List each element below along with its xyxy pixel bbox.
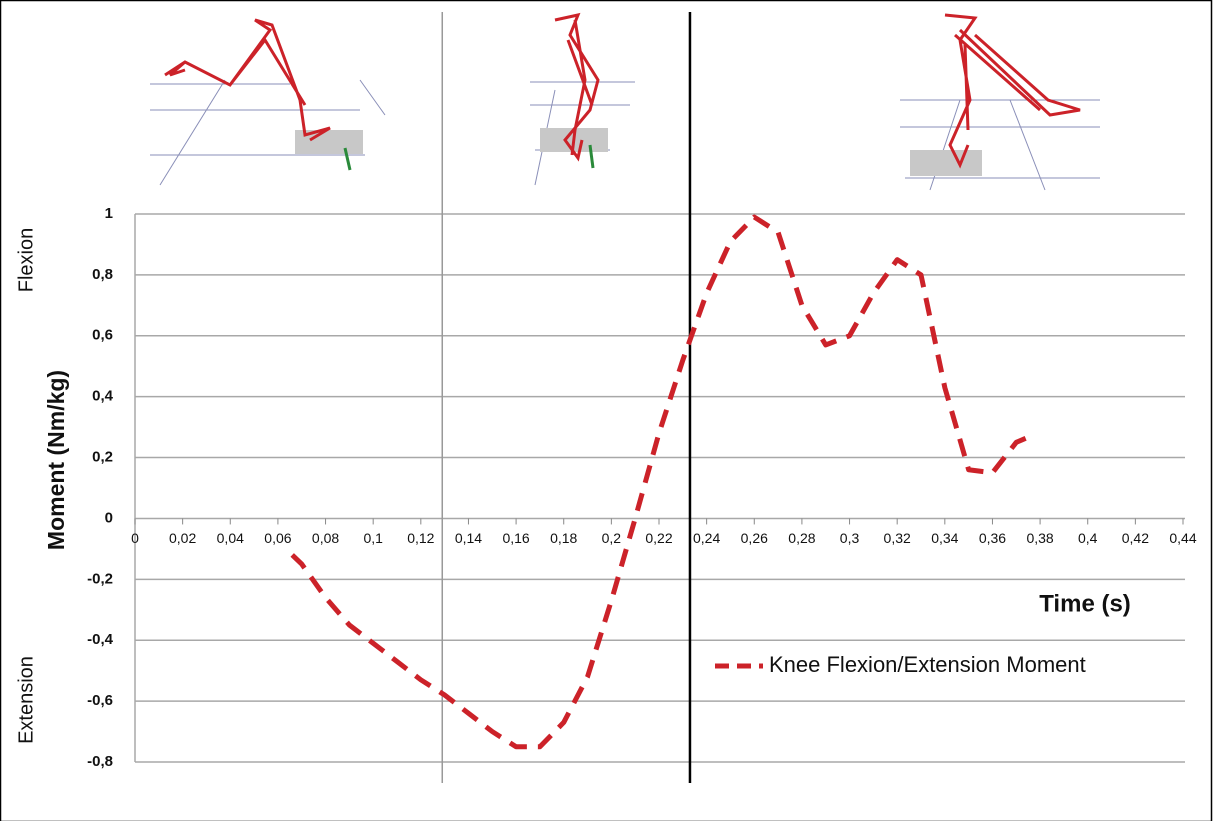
x-tick-label: 0,44 xyxy=(1169,530,1196,546)
x-tick-label: 0,22 xyxy=(645,530,672,546)
y-tick-label: 0,6 xyxy=(92,327,113,344)
x-tick-label: 0,06 xyxy=(264,530,291,546)
y-tick-label: 0,4 xyxy=(92,388,114,405)
x-tick-label: 0,38 xyxy=(1026,530,1053,546)
x-tick-label: 0,42 xyxy=(1122,530,1149,546)
x-axis-label: Time (s) xyxy=(1039,590,1131,617)
y-tick-label: -0,8 xyxy=(87,753,113,770)
x-tick-label: 0,34 xyxy=(931,530,958,546)
legend-label: Knee Flexion/Extension Moment xyxy=(769,652,1086,677)
x-tick-label: 0,36 xyxy=(979,530,1006,546)
x-tick-label: 0,1 xyxy=(363,530,383,546)
x-tick-label: 0,08 xyxy=(312,530,339,546)
y-tick-label: 1 xyxy=(105,205,113,222)
figure-1 xyxy=(150,20,385,185)
x-tick-label: 0,04 xyxy=(217,530,244,546)
x-tick-label: 0,4 xyxy=(1078,530,1098,546)
x-tick-label: 0,24 xyxy=(693,530,720,546)
y-tick-label: 0,2 xyxy=(92,449,113,466)
x-tick-label: 0,02 xyxy=(169,530,196,546)
x-tick-label: 0,26 xyxy=(741,530,768,546)
y-tick-label: 0 xyxy=(105,509,113,526)
y-axis-label: Moment (Nm/kg) xyxy=(43,370,69,550)
x-tick-label: 0,28 xyxy=(788,530,815,546)
annotation: Extension xyxy=(15,656,37,744)
x-tick-label: 0,18 xyxy=(550,530,577,546)
figure-3 xyxy=(900,15,1100,190)
x-tick-label: 0 xyxy=(131,530,139,546)
annotation: Flexion xyxy=(15,228,37,292)
y-tick-label: -0,4 xyxy=(87,631,114,648)
y-tick-label: -0,2 xyxy=(87,570,113,587)
y-tick-label: -0,6 xyxy=(87,692,113,709)
x-tick-label: 0,3 xyxy=(840,530,860,546)
y-tick-label: 0,8 xyxy=(92,266,113,283)
x-tick-label: 0,14 xyxy=(455,530,482,546)
figure-2 xyxy=(530,15,635,185)
x-tick-label: 0,2 xyxy=(602,530,622,546)
x-tick-label: 0,32 xyxy=(884,530,911,546)
x-tick-label: 0,12 xyxy=(407,530,434,546)
x-tick-label: 0,16 xyxy=(502,530,529,546)
frame xyxy=(1,1,1212,821)
chart: Flexion Extension Moment (Nm/kg) Time (s… xyxy=(0,0,1213,821)
